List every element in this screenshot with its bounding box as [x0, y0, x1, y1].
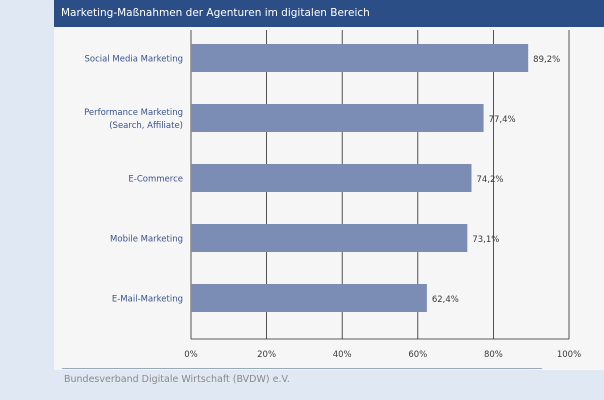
chart-panel: Social Media Marketing 89,2% Performance M… [54, 27, 604, 370]
value-label-2: 74,2% [476, 175, 503, 185]
chart-title: Marketing-Maßnahmen der Agenturen im dig… [61, 7, 370, 19]
x-tick-label-100: 100% [557, 350, 581, 360]
chart-header: Marketing-Maßnahmen der Agenturen im dig… [54, 0, 604, 27]
bar-1 [191, 104, 484, 132]
bar-chart: Social Media Marketing 89,2% Performance M… [84, 30, 581, 360]
category-label-3: Mobile Marketing [110, 235, 183, 245]
category-label-4: E-Mail-Marketing [112, 295, 183, 305]
x-tick-label-80: 80% [484, 350, 503, 360]
bar-0 [191, 44, 529, 72]
category-label-2: E-Commerce [128, 175, 183, 185]
category-label-0: Social Media Marketing [85, 55, 184, 65]
value-label-1: 77,4% [489, 115, 516, 125]
footer: Bundesverband Digitale Wirtschaft (BVDW)… [62, 368, 542, 397]
x-tick-label-0: 0% [184, 350, 198, 360]
bar-3 [191, 224, 468, 252]
category-label-1-0: Performance Marketing [84, 108, 183, 118]
value-label-4: 62,4% [432, 295, 459, 305]
bar-2 [191, 164, 472, 192]
source-note: Bundesverband Digitale Wirtschaft (BVDW)… [64, 374, 290, 385]
bar-4 [191, 284, 427, 312]
value-label-3: 73,1% [472, 235, 499, 245]
x-tick-label-20: 20% [257, 350, 276, 360]
x-tick-label-60: 60% [408, 350, 427, 360]
value-label-0: 89,2% [533, 55, 560, 65]
category-label-1-1: (Search, Affiliate) [109, 121, 183, 131]
x-tick-label-40: 40% [333, 350, 352, 360]
